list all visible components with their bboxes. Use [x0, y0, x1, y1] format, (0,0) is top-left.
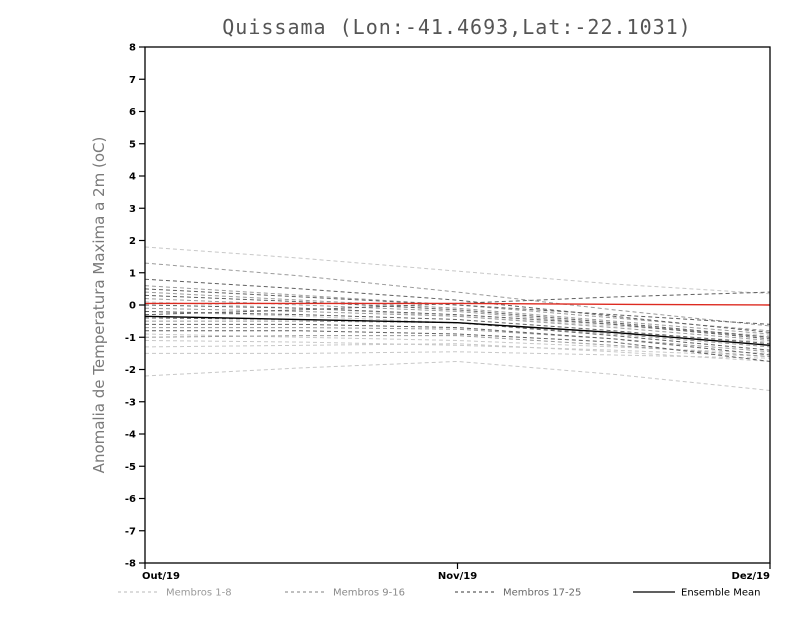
y-tick-label: -4 — [125, 430, 136, 441]
legend-label: Membros 1-8 — [166, 588, 232, 599]
y-tick-label: 1 — [129, 268, 136, 279]
member-line-24 — [145, 330, 771, 362]
y-tick-label: -5 — [125, 462, 136, 473]
ensemble-mean-line — [144, 315, 771, 347]
series-lines — [144, 246, 771, 391]
x-tick-label: Dez/19 — [732, 571, 771, 582]
member-line-4 — [144, 339, 771, 358]
y-tick-label: -7 — [125, 526, 136, 537]
legend-label: Ensemble Mean — [681, 588, 760, 599]
chart-title: Quissama (Lon:-41.4693,Lat:-22.1031) — [222, 15, 691, 39]
y-tick-label: 6 — [129, 107, 136, 118]
member-line-23 — [145, 323, 771, 356]
y-tick-label: -2 — [125, 365, 136, 376]
y-tick-label: -1 — [125, 333, 136, 344]
legend-label: Membros 17-25 — [503, 588, 581, 599]
member-line-25 — [144, 291, 771, 316]
y-tick-label: -3 — [125, 397, 136, 408]
y-tick-label: -8 — [125, 559, 136, 570]
member-line-2 — [145, 351, 771, 359]
y-tick-label: 8 — [129, 43, 136, 54]
member-line-14 — [145, 320, 771, 348]
member-line-18 — [144, 288, 771, 325]
y-axis-label: Anomalia de Temperatura Maxima a 2m (oC) — [90, 137, 108, 474]
y-tick-label: 4 — [129, 172, 136, 183]
y-tick-label: 5 — [129, 139, 136, 150]
member-line-3 — [144, 360, 771, 391]
y-tick-label: -6 — [125, 494, 136, 505]
y-tick-label: 3 — [129, 204, 136, 215]
member-line-12 — [144, 298, 771, 338]
axis-ticks: -8 -7 -6 -5 -4 -3 -2 -1 0 1 2 3 4 5 6 7 8 Out/19 Nov/19 Dez… — [125, 43, 771, 582]
member-line-9 — [144, 262, 771, 327]
member-line-13 — [144, 307, 771, 341]
member-line-20 — [144, 304, 771, 340]
y-tick-label: 0 — [129, 301, 136, 312]
member-line-16 — [144, 335, 771, 358]
member-line-19 — [144, 294, 771, 338]
member-line-15 — [145, 327, 771, 353]
member-line-6 — [144, 310, 771, 343]
y-tick-label: 2 — [129, 236, 136, 247]
reference-line — [145, 302, 771, 306]
x-tick-label: Nov/19 — [438, 571, 477, 582]
member-line-21 — [144, 310, 771, 345]
x-tick-label: Out/19 — [142, 571, 180, 582]
legend-label: Membros 9-16 — [333, 588, 405, 599]
member-line-8 — [144, 343, 771, 362]
member-line-11 — [144, 291, 771, 335]
member-line-22 — [144, 317, 771, 351]
y-tick-label: 7 — [129, 75, 136, 86]
legend: Membros 1-8 Membros 9-16 Membros 17-25 Ense… — [118, 588, 760, 599]
